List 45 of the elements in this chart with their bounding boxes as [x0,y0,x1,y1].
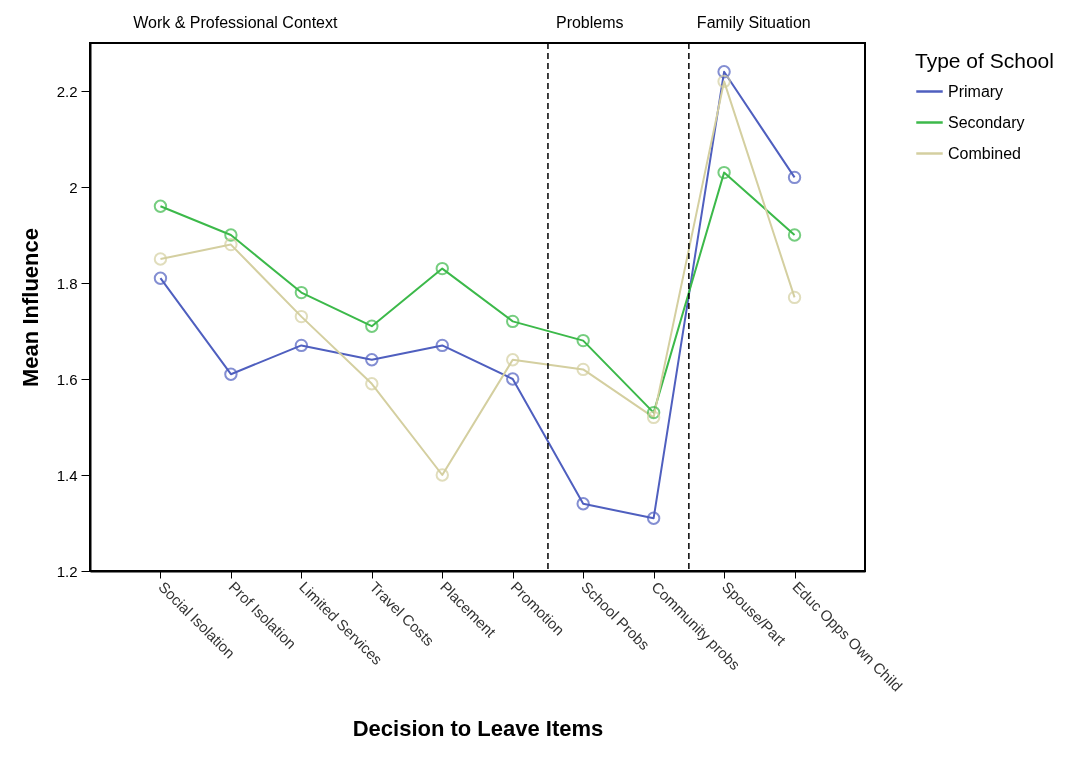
legend-label: Primary [948,82,1004,100]
x-axis-title: Decision to Leave Items [352,715,604,741]
point [294,285,309,300]
point [224,237,238,252]
point [435,338,449,353]
y-tick-label: 1.4 [56,466,78,484]
point [646,410,661,425]
y-axis-title: Mean Influence [17,228,43,387]
point [576,362,590,377]
point [153,252,168,266]
y-tick-label: 1.2 [56,562,78,580]
text: Family Situation [696,14,811,31]
legend-title: Type of School [915,49,1054,72]
point [435,261,449,276]
point [294,309,309,324]
point [787,170,802,185]
point [646,511,661,525]
point [365,319,379,333]
point [646,405,661,420]
point [576,497,590,511]
point [787,290,802,305]
point [365,377,379,391]
point [787,228,802,242]
text: Problems [555,14,624,31]
text: Work & Professional Context [133,14,339,31]
point [576,333,590,348]
point [506,353,520,367]
y-tick-label: 2 [69,178,78,196]
y-tick-label: 1.6 [56,370,78,388]
point [717,165,731,180]
y-tick-label: 2.2 [56,82,78,100]
legend-label: Secondary [948,113,1025,131]
point [224,228,238,242]
point [294,338,309,353]
point [365,353,379,367]
point [435,468,449,482]
point [717,65,731,79]
point [717,74,731,89]
point [153,271,168,285]
point [224,367,238,381]
point [506,314,520,329]
point [506,372,520,386]
legend-label: Combined [948,144,1021,162]
point [153,199,168,213]
y-tick-label: 1.8 [56,274,78,292]
